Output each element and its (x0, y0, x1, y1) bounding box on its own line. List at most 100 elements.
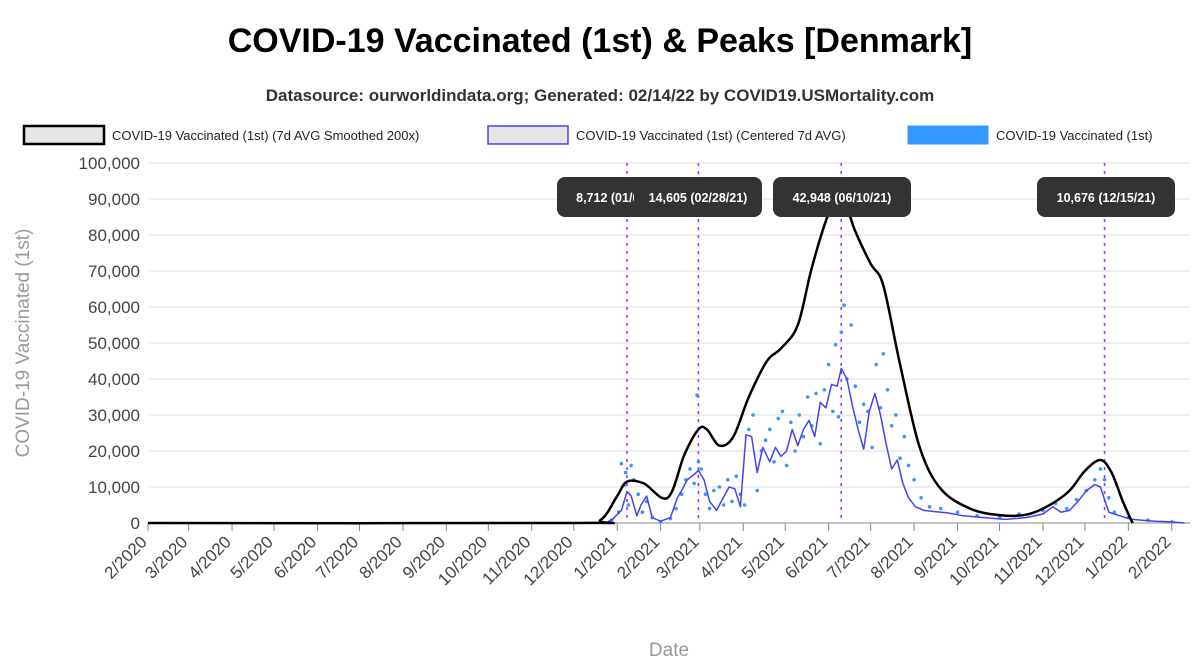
data-point-daily (857, 420, 862, 425)
y-tick-label: 10,000 (88, 478, 140, 497)
x-tick-label: 4/2020 (185, 532, 235, 582)
data-point-daily (636, 492, 640, 497)
data-point-daily (927, 505, 932, 509)
data-point-daily (692, 481, 697, 486)
data-point-daily (789, 420, 793, 425)
data-point-daily (747, 427, 751, 432)
data-point-daily (695, 393, 699, 398)
data-point-daily (938, 506, 943, 511)
data-point-daily (894, 413, 898, 417)
data-point-daily (1074, 497, 1079, 502)
data-point-daily (742, 503, 747, 507)
x-tick-label: 3/2020 (141, 532, 191, 582)
y-tick-label: 90,000 (88, 190, 140, 209)
legend-swatch-smoothed (22, 124, 106, 146)
data-point-daily (755, 488, 760, 493)
x-tick-label: 5/2020 (227, 532, 277, 582)
peak-label-box (773, 177, 911, 217)
legend-label-centered: COVID-19 Vaccinated (1st) (Centered 7d A… (576, 128, 846, 143)
data-point-daily (955, 510, 960, 514)
series-line-centered-7d-avg (148, 367, 1185, 524)
data-point-daily (822, 388, 827, 392)
y-axis-tick-labels: 0 10,000 20,000 30,000 40,000 50,000 60,000 70,… (79, 154, 140, 533)
x-axis-tick-labels: 2/20203/20204/20205/20206/20207/20208/20… (101, 532, 1175, 589)
y-tick-label: 40,000 (88, 370, 140, 389)
data-point-daily (885, 388, 890, 392)
data-point-daily (836, 415, 841, 419)
data-point-daily (1064, 506, 1069, 511)
data-point-daily (839, 330, 844, 335)
data-point-daily (906, 463, 911, 468)
data-point-daily (826, 362, 831, 367)
data-point-daily (619, 461, 624, 466)
data-point-daily (726, 478, 730, 482)
x-tick-label: 2/2020 (101, 532, 151, 582)
data-point-daily (780, 409, 785, 414)
data-point-daily (793, 449, 797, 453)
data-point-daily (902, 434, 907, 439)
data-point-daily (674, 506, 678, 511)
y-tick-label: 60,000 (88, 298, 140, 317)
x-tick-label: 6/2021 (781, 532, 831, 582)
data-point-daily (814, 391, 818, 396)
data-point-daily (751, 413, 755, 417)
series-layer (147, 193, 1185, 525)
x-tick-label: 7/2021 (823, 532, 873, 582)
data-point-daily (881, 352, 886, 356)
data-point-daily (688, 467, 692, 471)
peak-label-text: 10,676 (12/15/21) (1057, 191, 1156, 205)
y-axis-title: COVID-19 Vaccinated (1st) (13, 229, 34, 458)
data-point-daily (919, 496, 923, 500)
series-line-smoothed (147, 193, 1134, 525)
data-point-daily (629, 463, 633, 468)
x-tick-label: 8/2021 (867, 532, 917, 582)
data-point-daily (640, 510, 645, 514)
x-tick-label: 7/2020 (312, 532, 362, 582)
x-tick-label: 1/2021 (570, 532, 620, 582)
data-point-daily (801, 434, 806, 439)
data-point-daily (849, 323, 853, 327)
data-point-daily (1098, 467, 1103, 471)
y-tick-label: 50,000 (88, 334, 140, 353)
x-tick-label: 4/2021 (696, 532, 746, 582)
data-point-daily (805, 395, 810, 399)
data-point-daily (842, 303, 846, 308)
y-tick-label: 70,000 (88, 262, 140, 281)
data-point-daily (707, 506, 712, 511)
data-point-daily (776, 416, 781, 421)
data-point-daily (703, 492, 708, 497)
legend-swatch-daily (907, 125, 989, 145)
chart-subtitle: Datasource: ourworldindata.org; Generate… (265, 86, 935, 105)
y-tick-label: 30,000 (88, 406, 140, 425)
data-point-daily (784, 463, 789, 468)
x-tick-label: 2/2022 (1124, 532, 1174, 582)
x-tick-label: 1/2022 (1081, 532, 1131, 582)
peak-label-text: 42,948 (06/10/21) (793, 191, 892, 205)
data-point-daily (912, 478, 916, 482)
data-point-daily (853, 384, 858, 389)
peak-label-box (634, 177, 762, 217)
y-tick-label: 0 (131, 514, 140, 533)
data-point-daily (772, 460, 776, 464)
x-tick-label: 3/2021 (652, 532, 702, 582)
x-tick-label: 6/2020 (270, 532, 320, 582)
data-point-daily (889, 424, 894, 428)
data-point-daily (1092, 478, 1097, 482)
legend-swatch-centered (487, 125, 569, 145)
data-point-daily (717, 485, 722, 489)
data-point-daily (898, 456, 902, 461)
chart-title: COVID-19 Vaccinated (1st) & Peaks [Denma… (227, 22, 973, 60)
data-point-daily (831, 409, 835, 414)
data-point-daily (768, 427, 772, 432)
data-point-daily (721, 503, 726, 507)
data-point-daily (712, 488, 716, 493)
y-tick-label: 20,000 (88, 442, 140, 461)
peak-label-text: 14,605 (02/28/21) (649, 191, 748, 205)
peak-labels: 8,712 (01/08/21)14,605 (02/28/21) 42,948 … (557, 177, 1175, 217)
y-tick-label: 100,000 (79, 154, 140, 173)
data-point-daily (797, 413, 802, 417)
x-tick-label: 5/2021 (738, 532, 788, 582)
x-tick-label: 8/2020 (356, 532, 406, 582)
peak-label-box (1037, 177, 1175, 217)
